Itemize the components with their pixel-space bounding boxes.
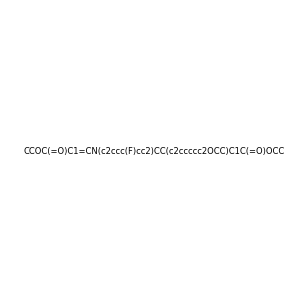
Text: CCOC(=O)C1=CN(c2ccc(F)cc2)CC(c2ccccc2OCC)C1C(=O)OCC: CCOC(=O)C1=CN(c2ccc(F)cc2)CC(c2ccccc2OCC… [23,147,284,156]
